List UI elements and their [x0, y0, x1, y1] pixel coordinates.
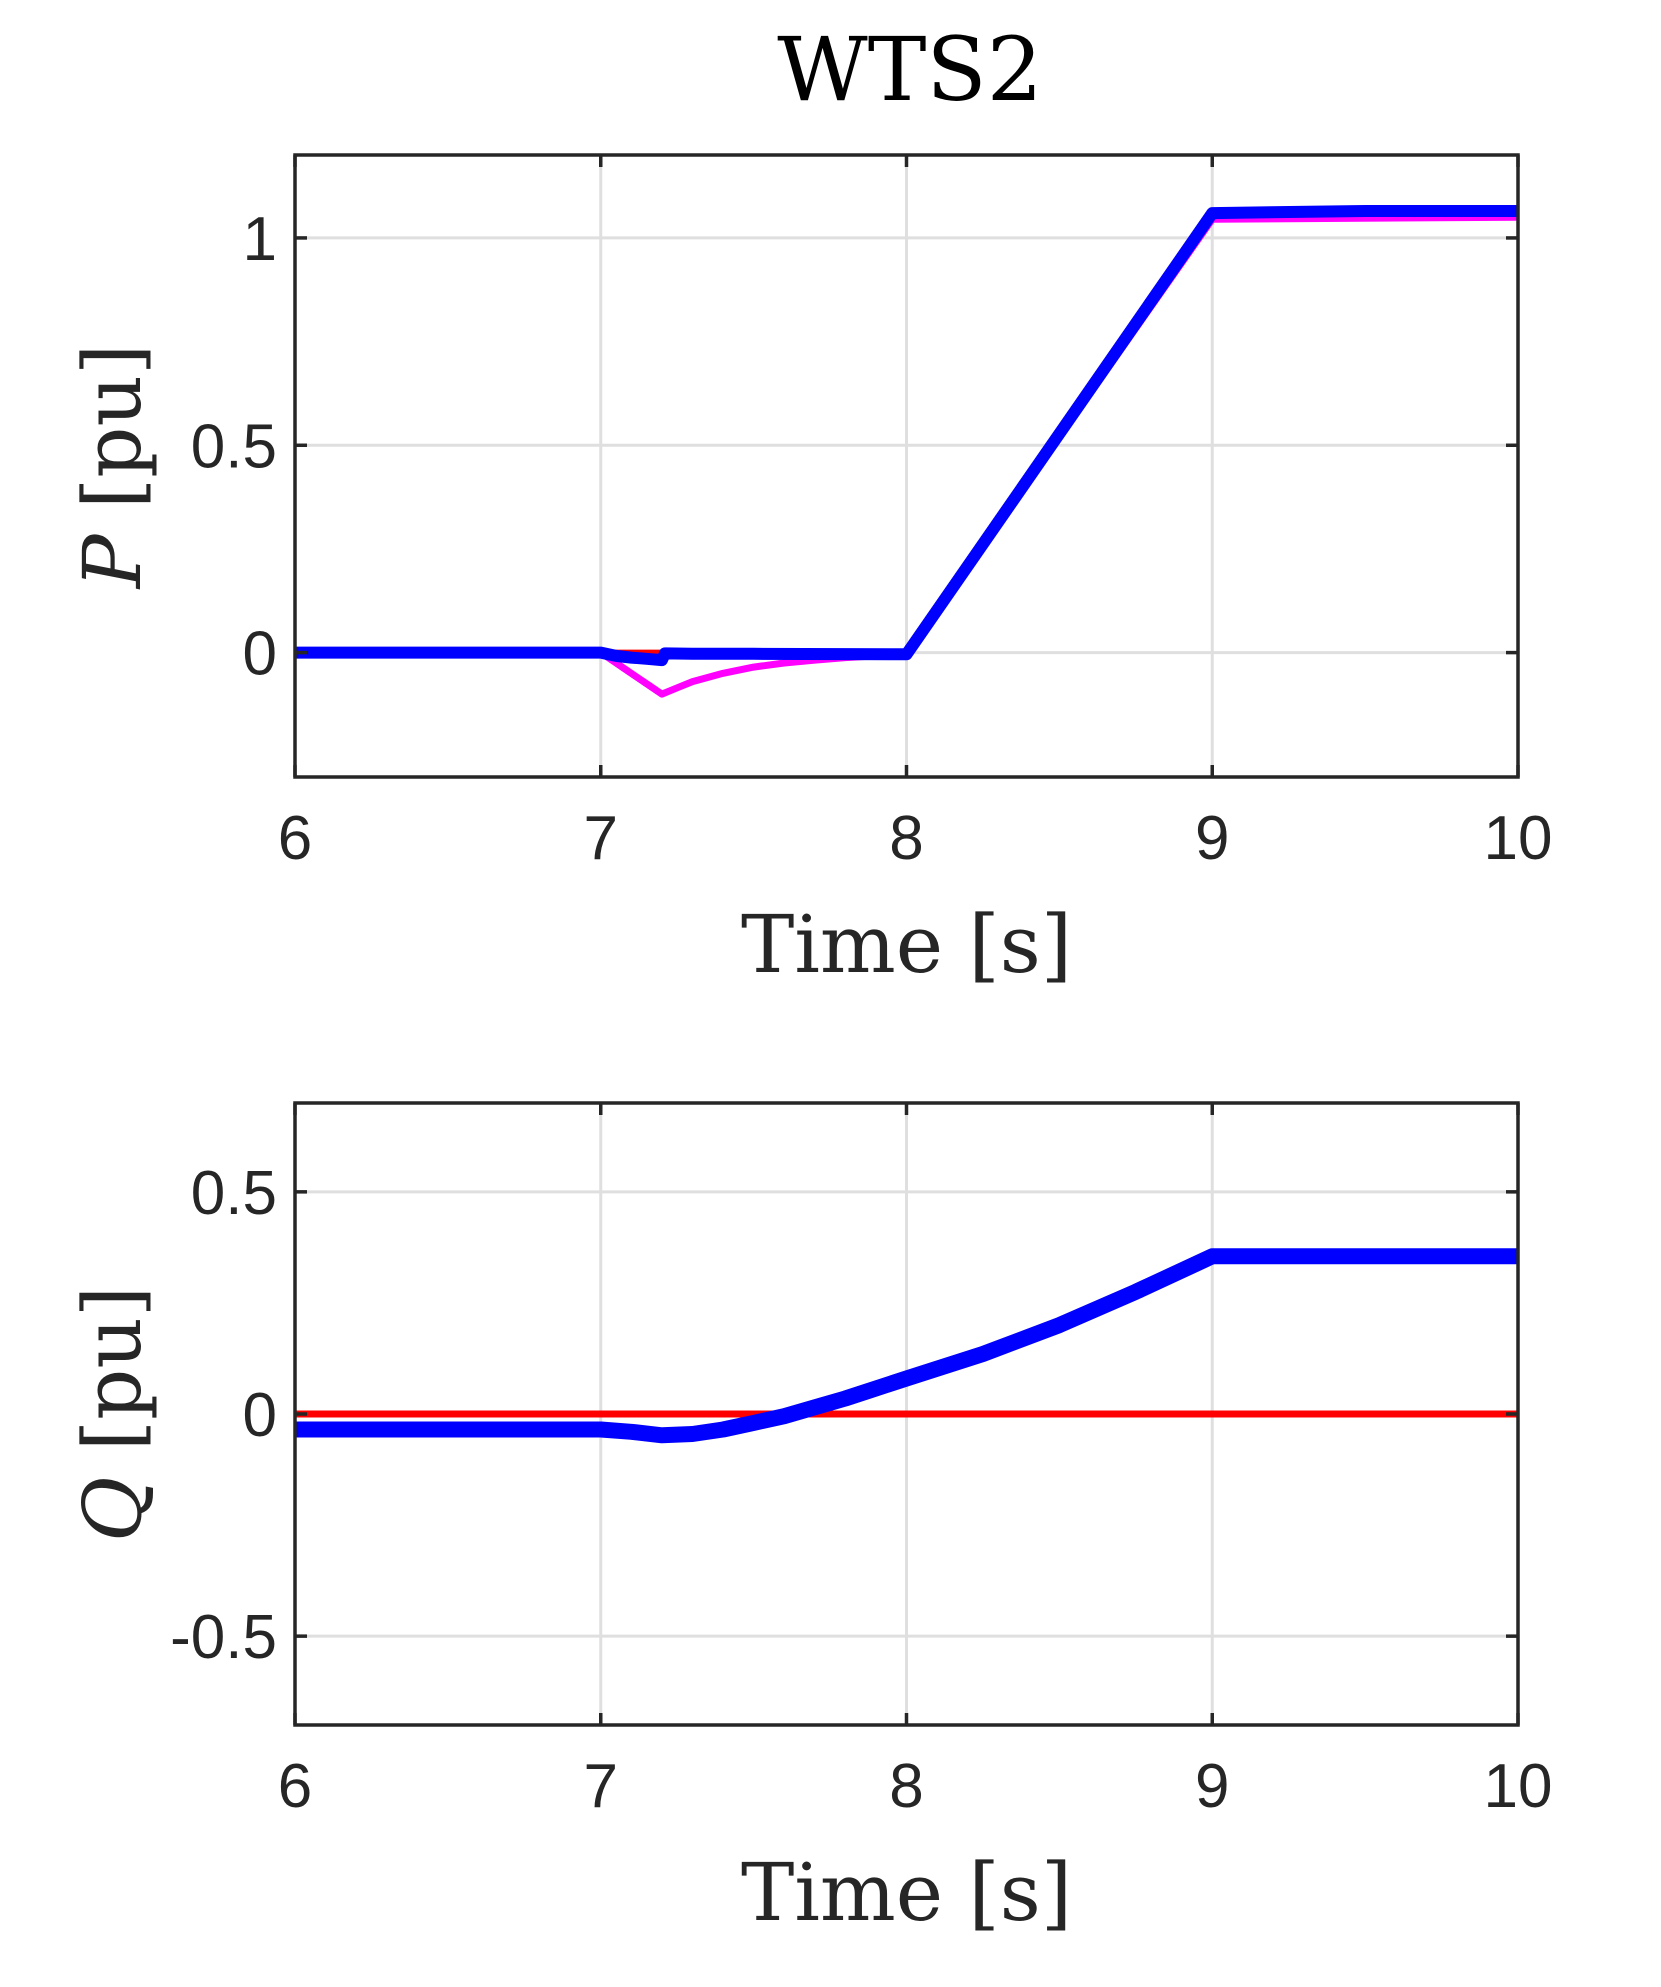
figure-title: WTS2: [777, 18, 1042, 121]
active-power-plot: 6 7 8 9 10 0 0.5 1 Time [s] P [pu]: [66, 153, 1553, 991]
y-tick-label: 1: [243, 205, 277, 274]
y-tick-label: 0: [243, 620, 277, 689]
x-tick-label: 8: [889, 1752, 923, 1821]
x-axis-label: Time [s]: [741, 898, 1072, 991]
y-axis-label: Q [pu]: [66, 1286, 159, 1542]
x-tick-label: 7: [584, 804, 618, 873]
y-tick-label: -0.5: [170, 1603, 277, 1672]
series-line-3: [295, 205, 1518, 667]
x-tick-label: 6: [278, 1752, 312, 1821]
series-group: [295, 1248, 1518, 1444]
x-tick-label: 9: [1195, 1752, 1229, 1821]
x-tick-label: 8: [889, 804, 923, 873]
x-tick-label: 7: [584, 1752, 618, 1821]
x-tick-label: 9: [1195, 804, 1229, 873]
y-axis-label-unit: [pu]: [66, 1286, 159, 1477]
x-tick-label: 10: [1484, 1752, 1553, 1821]
y-axis-label-variable: Q: [66, 1477, 159, 1543]
x-tick-label: 10: [1484, 804, 1553, 873]
reactive-power-plot: 6 7 8 9 10 -0.5 0 0.5 Time [s] Q [pu]: [66, 1101, 1553, 1939]
series-line-2: [295, 1248, 1518, 1444]
y-tick-label: 0: [243, 1381, 277, 1450]
y-axis-label-variable: P: [66, 533, 159, 590]
series-group: [295, 205, 1518, 698]
y-axis-label-unit: [pu]: [66, 344, 159, 535]
y-tick-label: 0.5: [191, 1159, 277, 1228]
x-tick-label: 6: [278, 804, 312, 873]
y-tick-label: 0.5: [191, 412, 277, 481]
y-axis-label: P [pu]: [66, 344, 159, 590]
x-axis-label: Time [s]: [741, 1846, 1072, 1939]
